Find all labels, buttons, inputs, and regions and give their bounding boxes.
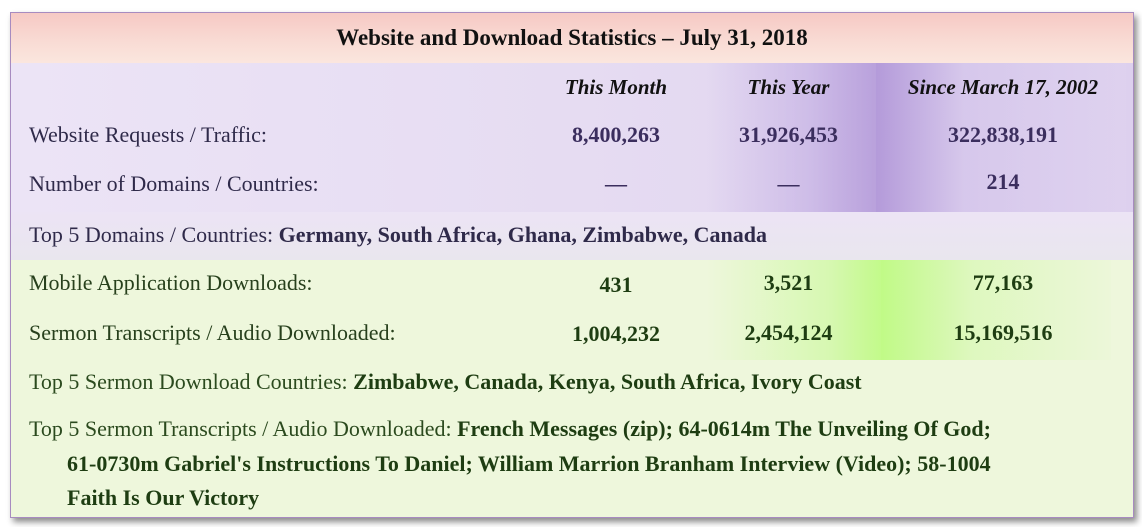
- value-domains-year: —: [777, 171, 800, 196]
- statistics-card: Website and Download Statistics – July 3…: [10, 12, 1134, 518]
- top-transcripts-value-line3: Faith Is Our Victory: [67, 485, 260, 510]
- page-title: Website and Download Statistics – July 3…: [11, 13, 1133, 63]
- top-transcripts-value-line1: French Messages (zip); 64-0614m The Unve…: [457, 416, 991, 441]
- top-domains-line: Top 5 Domains / Countries: Germany, Sout…: [29, 222, 767, 248]
- top-domains-band: [11, 212, 1133, 260]
- value-sermon-year: 2,454,124: [744, 320, 833, 345]
- top-domains-label: Top 5 Domains / Countries:: [29, 222, 274, 247]
- row-label-website-requests: Website Requests / Traffic:: [29, 122, 267, 147]
- value-website-requests-year: 31,926,453: [739, 122, 838, 147]
- top-sermon-countries-value: Zimbabwe, Canada, Kenya, South Africa, I…: [353, 369, 862, 394]
- top-transcripts-label: Top 5 Sermon Transcripts / Audio Downloa…: [29, 416, 452, 441]
- value-mobile-since: 77,163: [972, 270, 1034, 295]
- year-column-highlight: [706, 63, 876, 212]
- top-sermon-countries-label: Top 5 Sermon Download Countries:: [29, 369, 348, 394]
- column-header-this-year: This Year: [747, 75, 830, 99]
- column-header-this-month: This Month: [564, 75, 668, 99]
- top-transcripts-value-line2: 61-0730m Gabriel's Instructions To Danie…: [67, 451, 991, 476]
- year-column-highlight-green: [706, 260, 881, 360]
- value-mobile-month: 431: [599, 272, 633, 297]
- value-website-requests-month: 8,400,263: [572, 122, 660, 147]
- top-domains-value: Germany, South Africa, Ghana, Zimbabwe, …: [278, 222, 767, 247]
- value-sermon-since: 15,169,516: [953, 320, 1053, 345]
- row-label-domains: Number of Domains / Countries:: [29, 171, 319, 196]
- value-domains-since: 214: [986, 169, 1020, 194]
- value-domains-month: —: [605, 171, 627, 196]
- top-transcripts-line: Top 5 Sermon Transcripts / Audio Downloa…: [29, 416, 991, 442]
- top-sermon-countries-line: Top 5 Sermon Download Countries: Zimbabw…: [29, 369, 862, 395]
- value-website-requests-since: 322,838,191: [948, 122, 1058, 147]
- value-mobile-year: 3,521: [763, 270, 814, 295]
- column-header-since: Since March 17, 2002: [907, 75, 1099, 99]
- row-label-sermon-transcripts: Sermon Transcripts / Audio Downloaded:: [29, 320, 396, 345]
- row-label-mobile-downloads: Mobile Application Downloads:: [29, 270, 313, 295]
- since-column-highlight-green: [881, 260, 1111, 360]
- since-column-highlight: [876, 63, 1126, 212]
- value-sermon-month: 1,004,232: [572, 321, 660, 346]
